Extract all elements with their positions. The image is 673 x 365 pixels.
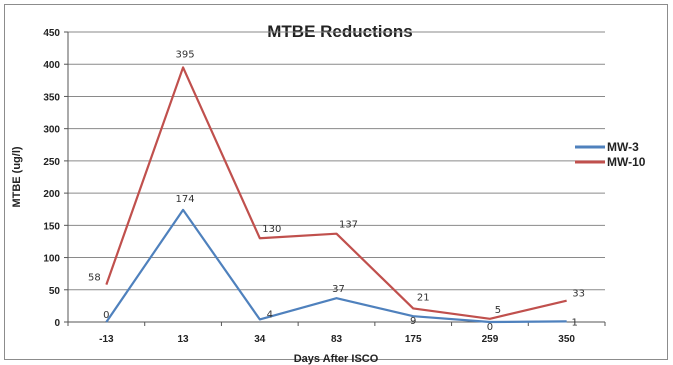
x-axis-title: Days After ISCO [294,353,379,365]
data-label: 1 [571,317,577,328]
data-label: 0 [103,310,109,321]
x-tick-label: 175 [405,334,422,345]
y-tick-label: 300 [43,125,60,136]
series-line-mw-3 [105,208,567,324]
data-label: 33 [572,289,585,300]
data-label: 21 [417,292,430,303]
data-label: 174 [176,194,195,205]
x-tick-label: 34 [254,334,266,345]
x-tick-label: -13 [99,334,114,345]
x-tick-label: 350 [558,334,575,345]
data-label: 37 [332,284,345,295]
legend-entry: MW-3 [607,140,639,154]
y-tick-label: 50 [49,286,61,297]
data-label: 58 [88,273,101,284]
y-tick-label: 0 [54,318,60,329]
data-label: 9 [410,316,416,327]
chart-frame [4,4,668,360]
y-tick-label: 200 [43,189,60,200]
data-label: 4 [267,309,273,320]
legend-entry: MW-10 [607,155,646,169]
x-tick-label: 259 [482,334,499,345]
legend: MW-3MW-10 [575,140,646,169]
data-label: 130 [262,224,281,235]
data-label: 0 [487,322,493,333]
y-tick-labels: 0 50 100 150 200 250 300 350 400 450 [43,28,68,329]
data-label: 395 [176,49,195,60]
y-tick-label: 100 [43,254,60,265]
data-label: 137 [339,220,358,231]
series-line-mw-10 [105,66,567,320]
y-tick-label: 400 [43,60,60,71]
y-axis-title: MTBE (ug/l) [11,146,23,207]
y-tick-label: 250 [43,157,60,168]
x-tick-label: 83 [331,334,343,345]
series-lines [105,66,567,324]
data-labels: 0 174 4 37 9 0 1 58 395 130 137 21 5 33 [88,49,585,333]
x-tick-label: 13 [178,334,190,345]
x-tick-labels: -13 13 34 83 175 259 350 [67,322,606,345]
y-tick-label: 350 [43,92,60,103]
y-tick-label: 150 [43,221,60,232]
y-tick-label: 450 [43,28,60,39]
data-label: 5 [495,305,501,316]
gridlines [68,31,605,291]
